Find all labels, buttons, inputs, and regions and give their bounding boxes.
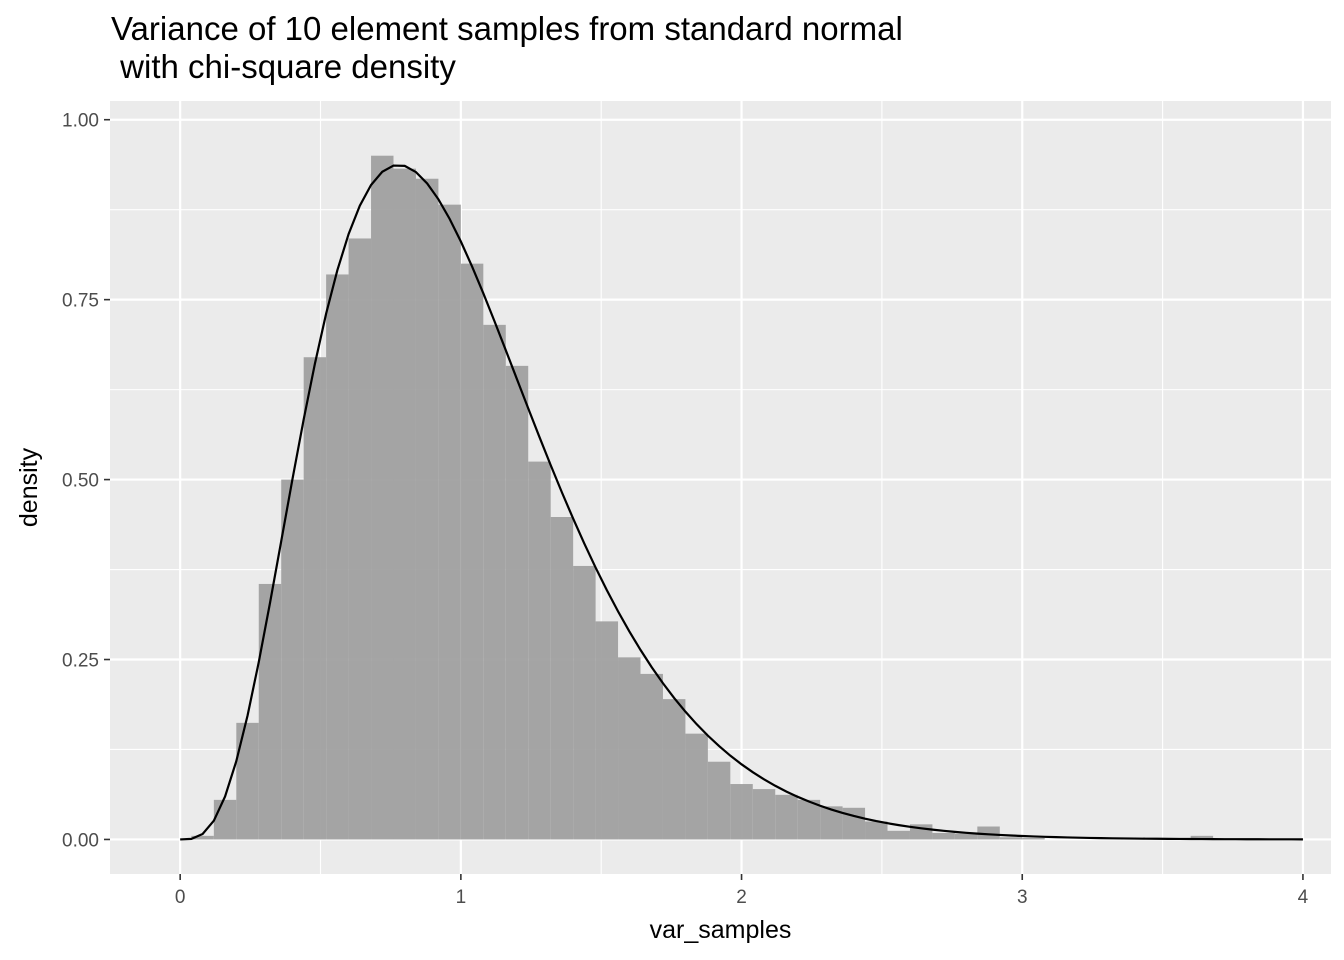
histogram-bar — [281, 479, 304, 840]
histogram-bar — [977, 826, 1000, 840]
histogram-bar — [528, 461, 551, 840]
histogram-bar — [393, 168, 416, 840]
histogram-bar — [505, 365, 529, 840]
y-axis-title: density — [15, 447, 43, 527]
histogram-bar — [371, 155, 394, 840]
histogram-bars — [191, 155, 1214, 840]
histogram-bar — [752, 789, 776, 840]
histogram-bar — [730, 784, 753, 840]
histogram-bar — [954, 833, 978, 840]
histogram-bar — [191, 835, 214, 840]
histogram-bar — [932, 832, 955, 840]
histogram-bar — [999, 837, 1023, 840]
histogram-bar — [775, 794, 798, 840]
histogram-bar — [640, 673, 663, 840]
histogram-bar — [415, 178, 439, 840]
histogram-bar — [236, 722, 259, 840]
y-tick-label: 0.00 — [62, 830, 99, 851]
histogram-bar — [460, 263, 484, 840]
histogram-bar — [550, 517, 574, 840]
histogram-bar — [258, 583, 282, 840]
histogram-bar — [595, 621, 619, 840]
histogram-bar — [483, 324, 506, 840]
histogram-bar — [842, 807, 866, 840]
x-axis: 0 1 2 3 4 — [175, 874, 1309, 908]
histogram-bar — [707, 761, 731, 840]
histogram-bar — [618, 657, 641, 840]
chi-square-density-curve — [180, 164, 1303, 841]
y-tick-label: 0.75 — [62, 291, 99, 312]
x-tick-label: 3 — [1017, 887, 1028, 908]
x-axis-title: var_samples — [650, 916, 792, 944]
histogram-bar — [1190, 835, 1214, 840]
histogram-bar — [348, 238, 372, 840]
histogram-bar — [887, 830, 910, 840]
histogram-bar — [662, 699, 686, 840]
x-tick-label: 2 — [736, 887, 747, 908]
histogram-bar — [1022, 838, 1045, 840]
y-tick-label: 0.50 — [62, 471, 99, 492]
x-tick-label: 0 — [175, 887, 186, 908]
histogram-bar — [573, 565, 596, 840]
histogram-bar — [213, 799, 237, 840]
y-tick-label: 0.25 — [62, 651, 99, 672]
chart-title: Variance of 10 element samples from stan… — [111, 10, 903, 85]
histogram-bar — [865, 821, 888, 840]
histogram-bar — [820, 806, 843, 840]
histogram-bar — [326, 274, 349, 840]
histogram-bar — [685, 733, 708, 840]
x-tick-label: 1 — [456, 887, 467, 908]
histogram-bar — [303, 357, 327, 840]
y-tick-label: 1.00 — [62, 111, 99, 132]
histogram-bar — [438, 204, 461, 840]
histogram-bar — [797, 799, 821, 840]
x-tick-label: 4 — [1298, 887, 1309, 908]
y-axis: 0.00 0.25 0.50 0.75 1.00 — [62, 111, 110, 851]
